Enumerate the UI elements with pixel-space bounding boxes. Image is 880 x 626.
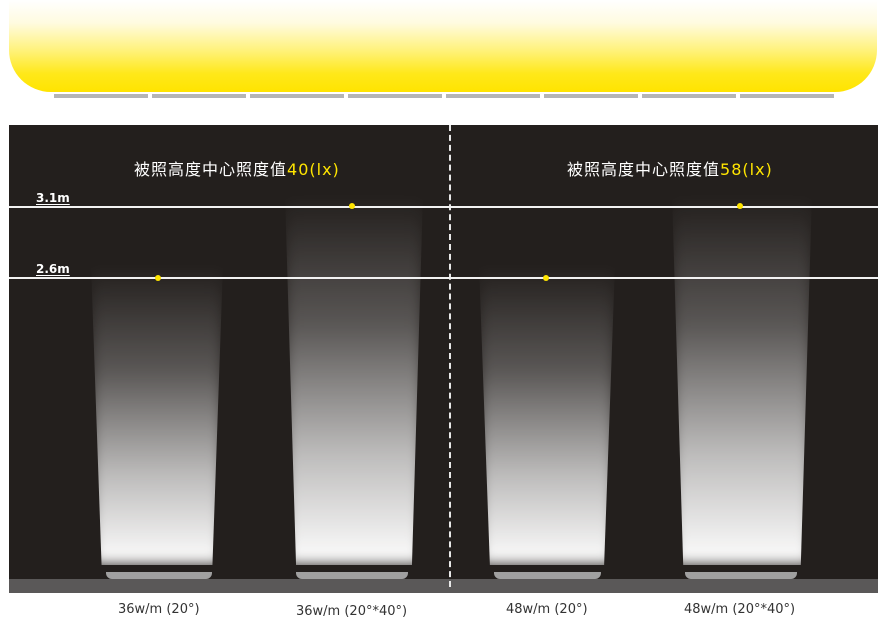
measure-point-1 (155, 275, 161, 281)
segment (740, 94, 834, 98)
light-fixture-4 (685, 572, 797, 579)
header-left-text: 被照高度中心照度值 (134, 160, 288, 179)
header-right-value: 58(lx) (720, 160, 773, 179)
measure-point-2 (349, 203, 355, 209)
segment (54, 94, 148, 98)
caption-2: 36w/m (20°*40°) (296, 604, 408, 619)
height-label-low: 2.6m (36, 262, 70, 276)
measure-point-3 (543, 275, 549, 281)
header-left-value: 40(lx) (287, 160, 340, 179)
segment (642, 94, 736, 98)
segment (544, 94, 638, 98)
dashed-divider (449, 125, 451, 587)
light-beam-1 (91, 265, 223, 565)
light-beam-3 (479, 265, 615, 565)
divider-segments (54, 94, 834, 98)
header-right-text: 被照高度中心照度值 (567, 160, 721, 179)
segment (446, 94, 540, 98)
segment (152, 94, 246, 98)
segment (348, 94, 442, 98)
height-line-low (9, 277, 878, 279)
light-fixture-1 (106, 572, 212, 579)
floor (9, 579, 878, 593)
light-fixture-3 (494, 572, 601, 579)
measure-point-4 (737, 203, 743, 209)
height-label-high: 3.1m (36, 191, 70, 205)
yellow-light-bar (9, 0, 877, 92)
light-beam-2 (285, 195, 423, 565)
segment (250, 94, 344, 98)
light-fixture-2 (296, 572, 408, 579)
header-left: 被照高度中心照度值40(lx) (134, 156, 340, 180)
caption-1: 36w/m (20°) (118, 602, 200, 617)
caption-3: 48w/m (20°) (506, 602, 588, 617)
header-right: 被照高度中心照度值58(lx) (567, 156, 773, 180)
light-beam-4 (672, 195, 812, 565)
illumination-panel: 被照高度中心照度值40(lx) 被照高度中心照度值58(lx) 3.1m 2.6… (9, 125, 878, 593)
height-line-high (9, 206, 878, 208)
caption-4: 48w/m (20°*40°) (684, 602, 796, 617)
